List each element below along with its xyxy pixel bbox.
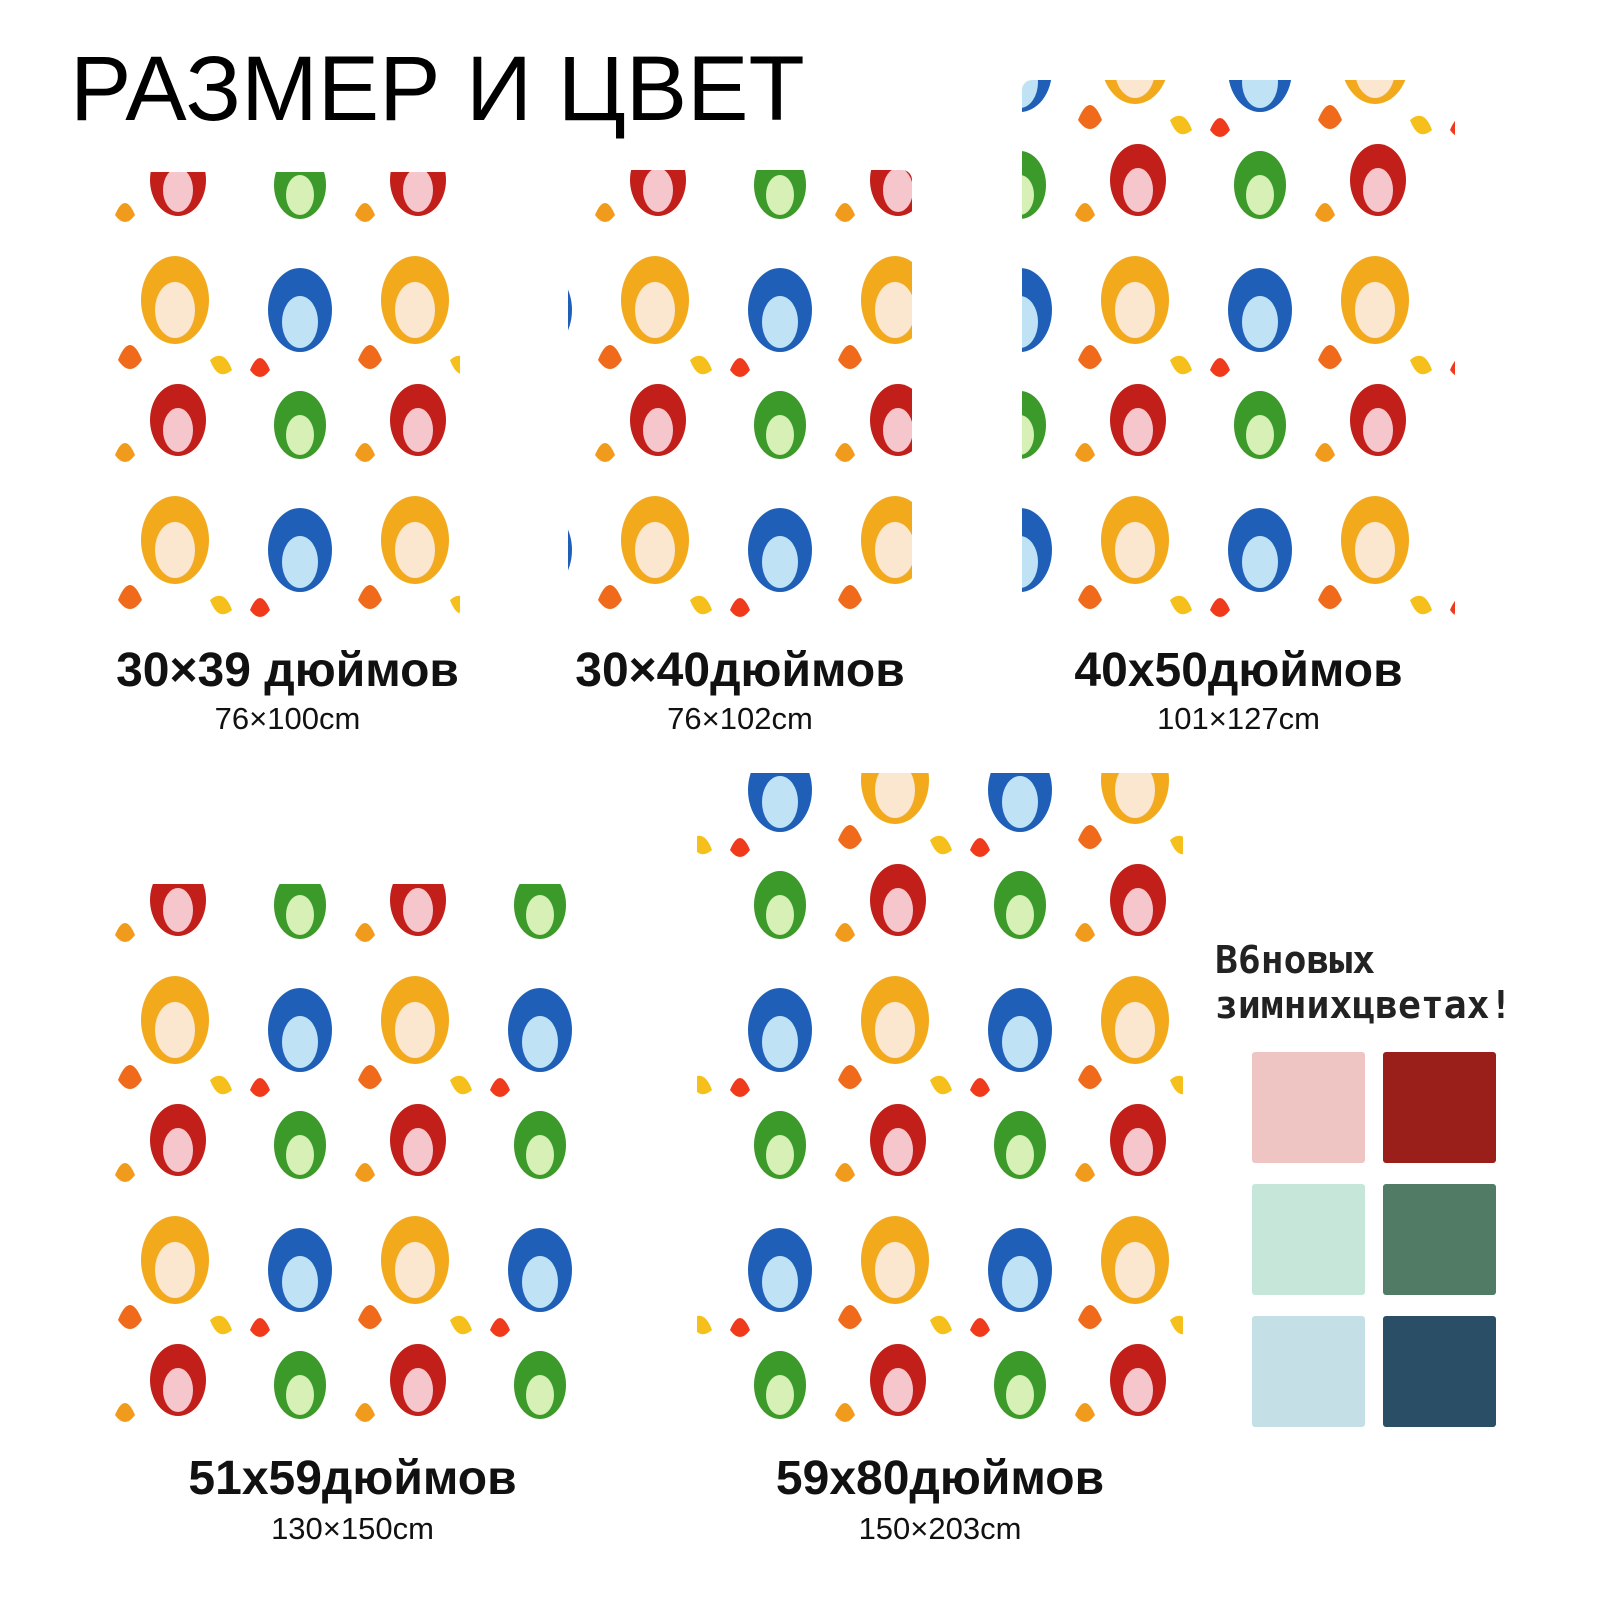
title: РАЗМЕР И ЦВЕТ [70, 38, 805, 140]
color-swatch [1383, 1184, 1496, 1295]
size-cm: 130×150cm [271, 1511, 434, 1546]
size-label: 59x80дюймов [776, 1452, 1104, 1505]
color-swatch [1252, 1316, 1365, 1427]
size-cm: 76×100cm [215, 701, 361, 736]
color-swatch [1252, 1184, 1365, 1295]
color-swatch [1383, 1052, 1496, 1163]
size-label: 30×39 дюймов [116, 644, 459, 697]
promo-text: В6новых [1215, 938, 1375, 982]
promo-text: зимнихцветах! [1215, 983, 1512, 1027]
color-swatch [1383, 1316, 1496, 1427]
blanket-image [697, 773, 1183, 1428]
size-cm: 76×102cm [667, 701, 813, 736]
blanket-image [568, 170, 912, 622]
blanket-image [1022, 80, 1455, 622]
blanket-image [115, 172, 460, 620]
color-swatch [1252, 1052, 1365, 1163]
blanket-image [115, 884, 590, 1428]
size-label: 40x50дюймов [1074, 644, 1402, 697]
size-label: 51x59дюймов [188, 1452, 516, 1505]
size-label: 30×40дюймов [575, 644, 904, 697]
size-cm: 150×203cm [859, 1511, 1022, 1546]
size-cm: 101×127cm [1157, 701, 1320, 736]
